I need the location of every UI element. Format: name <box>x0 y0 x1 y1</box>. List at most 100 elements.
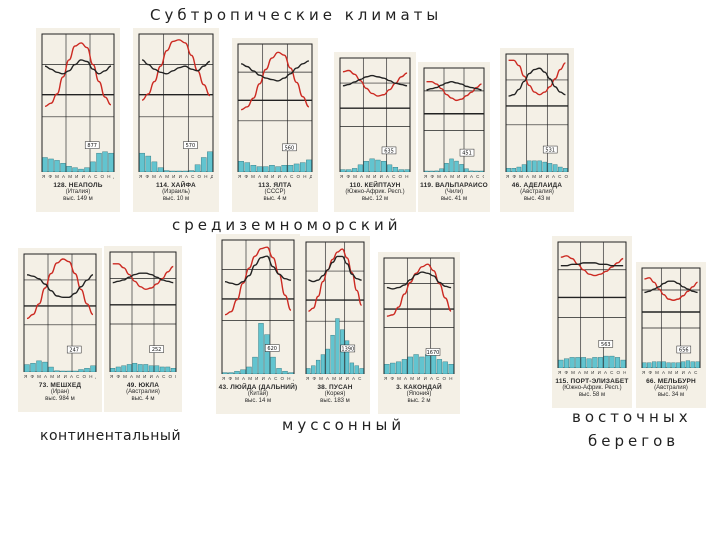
precipitation-bar <box>506 168 511 172</box>
precipitation-bar <box>557 166 563 172</box>
month-axis-labels: ЯФМАМИИАСОНД <box>238 174 312 179</box>
station-elevation: выс. 183 м <box>320 398 350 405</box>
precipitation-bar <box>526 160 532 172</box>
precipitation-bar <box>78 369 84 372</box>
grid <box>339 57 411 172</box>
grid <box>641 267 701 368</box>
humidity-curve <box>386 271 452 290</box>
precipitation-bar <box>454 160 459 172</box>
station-name: 49. ЮКЛА <box>126 382 160 389</box>
grid <box>138 33 214 172</box>
grid <box>41 33 115 172</box>
station-country: (Австралия) <box>654 385 688 392</box>
month-axis-labels: ЯФМАМИИАСОНД <box>642 370 700 375</box>
station-elevation: выс. 14 м <box>244 398 272 405</box>
precipitation-bar <box>419 356 425 374</box>
climate-card-s8: 252 ЯФМАМИИАСОНД 49. ЮКЛА(Австралия)выс. 4… <box>104 246 182 412</box>
precipitation-bar <box>474 170 479 172</box>
precipitation-bar <box>264 334 270 374</box>
precipitation-bar <box>511 168 517 172</box>
precipitation-bar <box>151 161 158 172</box>
temperature-curve <box>26 258 94 320</box>
precipitation-bar <box>148 365 154 372</box>
station-name: 113. ЯЛТА <box>258 182 292 189</box>
station-elevation: выс. 984 м <box>45 396 75 403</box>
station-elevation: выс. 149 м <box>63 196 93 203</box>
precipitation-bar <box>275 166 281 172</box>
precipitation-bar <box>132 362 138 372</box>
precipitation-bar <box>36 360 42 372</box>
precipitation-bar <box>282 370 288 374</box>
precipitation-bar <box>78 168 84 172</box>
precipitation-total-value: 252 <box>152 347 162 353</box>
precipitation-bar <box>375 159 381 172</box>
humidity-curve <box>560 262 624 267</box>
precipitation-total-value: 247 <box>69 348 79 354</box>
station-caption: 38. ПУСАН (Корея) выс. 183 м <box>300 384 370 405</box>
grid <box>423 67 485 172</box>
precipitation-bar <box>359 368 364 374</box>
precipitation-total-value: 620 <box>267 346 277 352</box>
climate-card-s5: 451 ЯФМАМИИАСОНД 119. ВАЛЬПАРАИСО(Чили)выс… <box>418 62 490 212</box>
precipitation-bar <box>176 170 182 172</box>
climate-card-s3: 560 ЯФМАМИИАСОНД 113. ЯЛТА (СССР) выс. 4 м <box>232 38 318 212</box>
station-name: 43. ЛЮЙДА (ДАЛЬНИЙ) <box>218 384 298 391</box>
precipitation-bar <box>349 362 355 374</box>
climate-graph: 620 <box>221 239 295 374</box>
precipitation-bar <box>390 362 396 374</box>
precipitation-bar <box>66 370 72 372</box>
precipitation-bar <box>695 361 700 368</box>
precipitation-total-value: 656 <box>679 348 689 354</box>
precipitation-total-box <box>149 345 164 353</box>
precipitation-total-value: 1390 <box>341 346 354 352</box>
precipitation-bar <box>137 364 143 372</box>
month-axis-labels: ЯФМАМИИАСОНД <box>24 374 96 379</box>
precipitation-bar <box>306 159 312 172</box>
precipitation-bar <box>287 165 294 172</box>
precipitation-total-box <box>282 143 297 152</box>
station-name: 38. ПУСАН <box>317 384 353 391</box>
precipitation-bar <box>299 162 306 172</box>
station-elevation: выс. 58 м <box>578 392 606 399</box>
month-axis-labels: ЯФМАМИИАСОНД <box>222 376 294 381</box>
precipitation-bar <box>145 155 152 172</box>
temperature-curve <box>508 59 566 96</box>
station-name: 110. КЕЙПТАУН <box>349 182 401 189</box>
station-country: (Австралия) <box>126 389 160 396</box>
precipitation-bar <box>48 366 54 372</box>
station-caption: 43. ЛЮЙДА (ДАЛЬНИЙ) (Китай) выс. 14 м <box>216 384 300 405</box>
climate-card-s6: 531 ЯФМАМИИАСОНД 46. АДЕЛАИДА(Австралия)вы… <box>500 48 574 212</box>
precipitation-bar <box>407 356 413 374</box>
precipitation-bar <box>381 161 387 172</box>
station-name: 115. ПОРТ-ЭЛИЗАБЕТ <box>555 378 629 385</box>
grid <box>23 253 97 372</box>
precipitation-bar <box>542 161 548 172</box>
precipitation-bar <box>154 365 160 372</box>
precipitation-total-value: 563 <box>601 342 611 348</box>
precipitation-bar <box>516 166 522 172</box>
precipitation-bar <box>569 357 575 368</box>
precipitation-bar <box>442 361 448 374</box>
precipitation-bar <box>330 334 335 374</box>
precipitation-bar <box>459 164 464 172</box>
station-name: 46. АДЕЛАИДА <box>511 182 563 189</box>
humidity-curve <box>141 59 211 75</box>
precipitation-total-value: 560 <box>285 145 295 151</box>
month-axis-labels: ЯФМАМИИАСОНД <box>424 174 484 179</box>
precipitation-bar <box>115 366 121 372</box>
station-caption: 128. НЕАПОЛЬ (Италия) выс. 149 м <box>36 182 120 203</box>
climate-graph: 451 <box>423 67 485 172</box>
climate-card-s9: 620 ЯФМАМИИАСОНД 43. ЛЮЙДА (ДАЛЬНИЙ) (Китай… <box>216 234 300 414</box>
month-axis-labels: ЯФМАМИИАСОНД <box>139 174 213 179</box>
station-name: 119. ВАЛЬПАРАИСО <box>420 182 488 189</box>
grid <box>237 43 313 172</box>
precipitation-total-box <box>459 148 475 157</box>
precipitation-bar <box>580 357 587 368</box>
precipitation-bar <box>60 370 66 372</box>
station-elevation: выс. 4 м <box>131 396 155 403</box>
precipitation-bar <box>597 357 604 368</box>
precipitation-bar <box>54 370 60 372</box>
precipitation-bar <box>84 167 90 172</box>
precipitation-total-box <box>84 141 100 149</box>
station-country: (Иран) <box>50 389 70 396</box>
